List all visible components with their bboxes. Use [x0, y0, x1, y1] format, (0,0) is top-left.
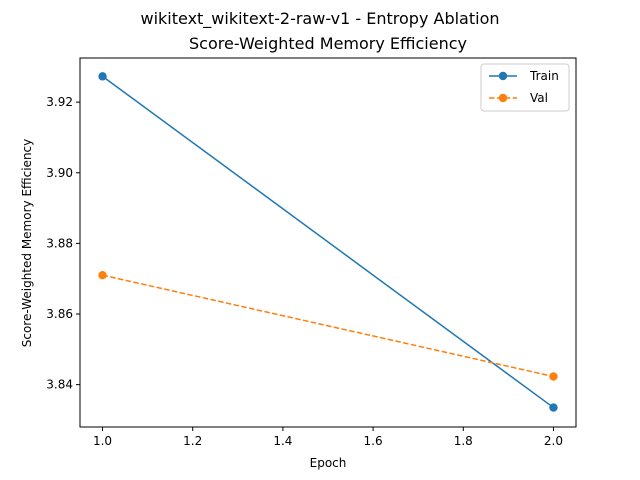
legend-marker-train [498, 71, 508, 81]
data-point-train [98, 72, 107, 81]
plot-frame [79, 57, 577, 428]
y-tick-label: 3.86 [46, 307, 73, 321]
legend-label-train: Train [529, 69, 559, 83]
x-tick-label: 1.2 [183, 434, 202, 448]
y-tick-label: 3.84 [46, 378, 73, 392]
x-axis-label: Epoch [310, 456, 347, 470]
series-line-val [102, 274, 554, 378]
data-point-train [549, 403, 558, 412]
x-axis-ticks: 1.0 1.2 1.4 1.6 1.8 2.0 [93, 427, 563, 448]
x-tick-label: 1.0 [93, 434, 112, 448]
y-axis-label: Score-Weighted Memory Efficiency [20, 139, 34, 348]
y-axis-ticks: 3.84 3.86 3.88 3.90 3.92 [46, 95, 80, 392]
y-tick-label: 3.92 [46, 95, 73, 109]
x-tick-label: 1.4 [273, 434, 292, 448]
x-tick-label: 2.0 [544, 434, 563, 448]
chart-subtitle: Score-Weighted Memory Efficiency [189, 34, 467, 53]
series-layer [98, 72, 558, 412]
x-tick-label: 1.6 [364, 434, 383, 448]
plot-area [79, 57, 577, 428]
chart-title: wikitext_wikitext-2-raw-v1 - Entropy Abl… [140, 9, 499, 29]
chart-legend: Train Val [480, 63, 570, 112]
data-point-val [98, 270, 107, 280]
y-tick-label: 3.90 [46, 166, 73, 180]
legend-marker-val [498, 93, 508, 103]
data-point-val [549, 372, 558, 381]
series-line-train [102, 75, 554, 409]
legend-label-val: Val [530, 91, 548, 105]
y-tick-label: 3.88 [46, 236, 73, 250]
x-tick-label: 1.8 [454, 434, 473, 448]
